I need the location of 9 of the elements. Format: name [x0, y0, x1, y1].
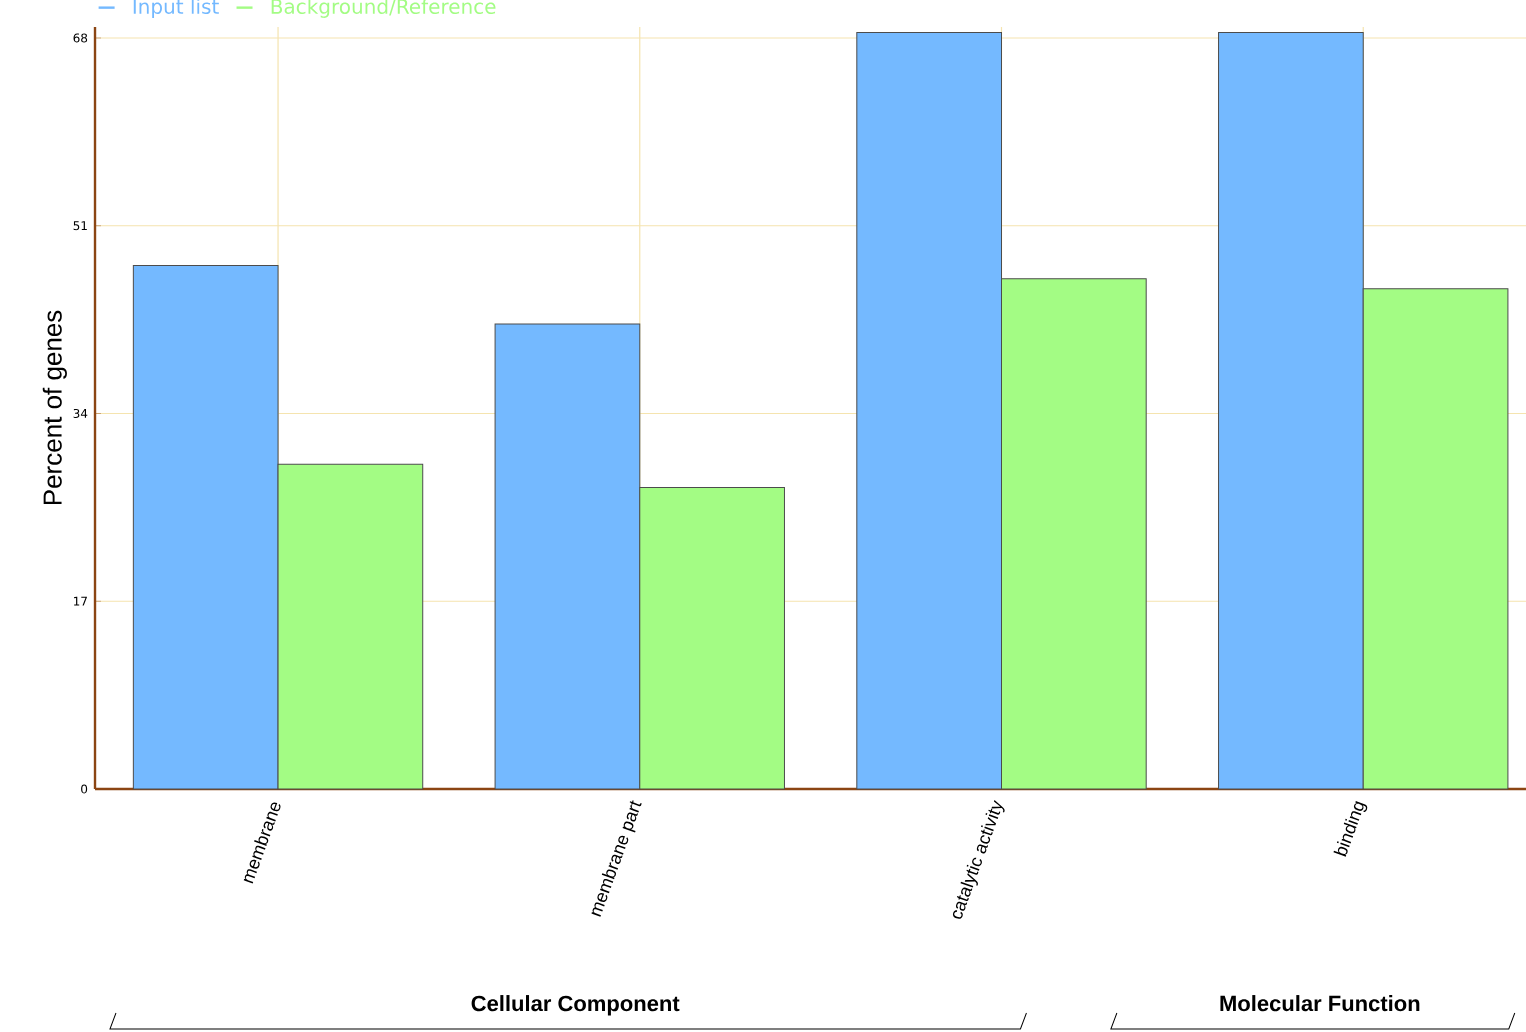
x-tick-label: catalytic activity [952, 800, 1005, 919]
text: Cellular Component [471, 995, 680, 1016]
y-axis-title: Percent of genes [42, 310, 67, 505]
text: Molecular Function [1220, 995, 1420, 1012]
y-tick-label: 34 [73, 408, 88, 419]
y-tick-label: 68 [73, 33, 88, 43]
y-tick-label: 51 [73, 221, 87, 231]
y-tick-label: 0 [81, 784, 88, 794]
y-tick-label: 17 [73, 596, 87, 606]
